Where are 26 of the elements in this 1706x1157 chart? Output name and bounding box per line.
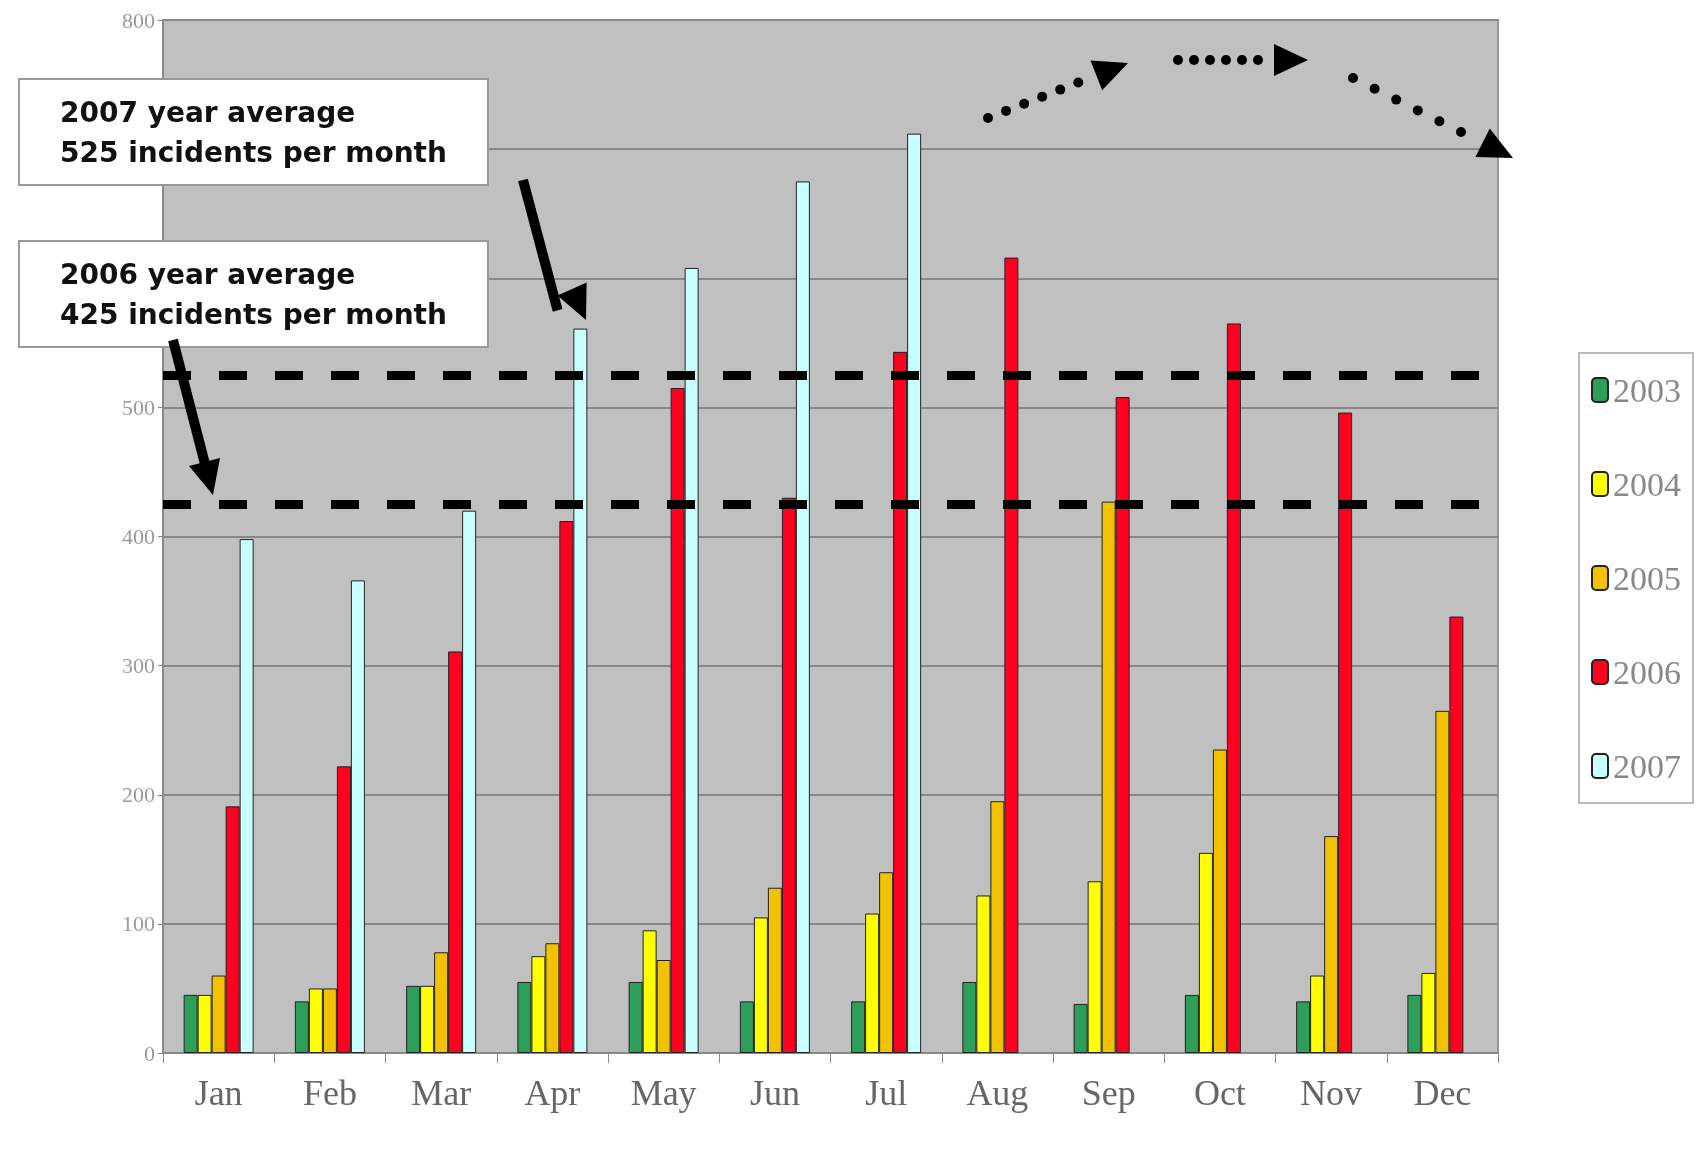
y-tick-label: 400 <box>122 524 155 549</box>
legend-label: 2007 <box>1613 747 1681 785</box>
x-tick-label: Apr <box>524 1073 581 1113</box>
legend-label: 2006 <box>1613 653 1681 691</box>
legend-label: 2005 <box>1613 559 1681 597</box>
x-tick-label: Aug <box>966 1073 1029 1113</box>
y-tick-label: 100 <box>122 911 155 937</box>
x-tick-label: Sep <box>1081 1073 1136 1113</box>
x-tick-label: Dec <box>1413 1073 1472 1113</box>
annotation: 2006 year average 425 incidents per month <box>60 257 447 331</box>
x-tick-label: Feb <box>302 1073 357 1113</box>
x-tick-label: Nov <box>1300 1073 1363 1113</box>
x-tick-label: Jan <box>194 1073 243 1113</box>
y-tick-label: 500 <box>122 394 155 420</box>
y-tick-label: 200 <box>122 782 155 808</box>
legend-label: 2003 <box>1613 371 1681 409</box>
y-tick-label: 800 <box>122 7 155 33</box>
x-tick-label: Jul <box>865 1073 908 1113</box>
x-tick-label: Mar <box>411 1073 472 1113</box>
x-tick-label: Jun <box>749 1073 800 1113</box>
annotation: 2007 year average 525 incidents per month <box>60 95 447 169</box>
x-tick-label: May <box>630 1073 697 1113</box>
x-tick-label: Oct <box>1193 1073 1246 1113</box>
legend-label: 2004 <box>1613 465 1681 503</box>
y-tick-label: 0 <box>144 1040 155 1066</box>
y-tick-label: 300 <box>122 653 155 679</box>
